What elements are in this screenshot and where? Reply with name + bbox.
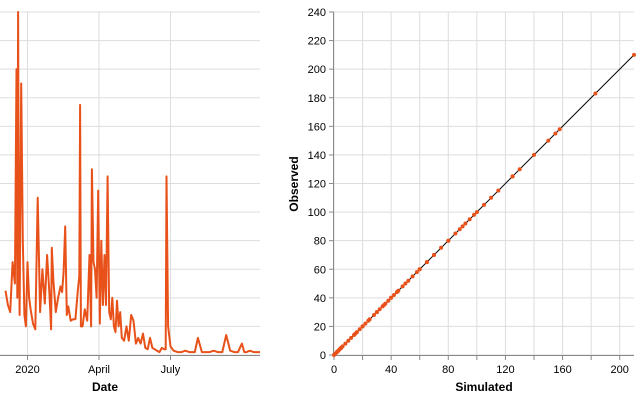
y-tick-label: 0 bbox=[320, 350, 326, 362]
data-point bbox=[396, 288, 401, 293]
data-point bbox=[372, 313, 376, 317]
data-point bbox=[414, 270, 419, 275]
scatter-chart: 0 20 40 60 80 100 120 140 160 180 200 220 240 0 40 80 12… bbox=[308, 7, 636, 376]
x-axis-title: Date bbox=[92, 380, 118, 394]
data-point bbox=[517, 167, 522, 172]
y-tick-label: 100 bbox=[308, 207, 326, 219]
data-point bbox=[374, 310, 379, 315]
x-tick-label: April bbox=[88, 364, 110, 376]
data-point bbox=[386, 298, 391, 303]
data-point bbox=[424, 260, 429, 265]
y-tick-label: 240 bbox=[308, 7, 326, 19]
data-point bbox=[457, 227, 462, 232]
data-point bbox=[360, 324, 365, 329]
data-point bbox=[472, 212, 476, 217]
data-point bbox=[349, 335, 354, 340]
data-point bbox=[593, 91, 598, 96]
data-point bbox=[439, 245, 444, 250]
y-tick-label: 40 bbox=[314, 293, 326, 305]
data-point bbox=[363, 321, 368, 326]
data-point bbox=[510, 174, 515, 179]
x-tick-label: 80 bbox=[442, 364, 454, 376]
data-point bbox=[417, 267, 422, 272]
data-point bbox=[532, 152, 536, 157]
y-tick-label: 180 bbox=[308, 93, 326, 105]
y-tick-label: 120 bbox=[308, 179, 326, 191]
data-point bbox=[460, 224, 465, 229]
y-tick-label: 20 bbox=[314, 321, 326, 333]
data-point bbox=[343, 341, 348, 346]
x-axis-title: Simulated bbox=[455, 380, 512, 394]
x-tick-label: 120 bbox=[496, 364, 514, 376]
y-axis-title: Observed bbox=[287, 156, 301, 211]
data-point bbox=[403, 281, 408, 286]
x-tick-label: 200 bbox=[611, 364, 629, 376]
data-point bbox=[377, 307, 382, 312]
x-tick-label: 160 bbox=[553, 364, 571, 376]
data-point bbox=[467, 217, 472, 222]
data-point bbox=[354, 330, 359, 335]
data-point bbox=[383, 301, 388, 306]
data-point bbox=[346, 338, 351, 343]
series-line bbox=[4, 11, 260, 354]
data-point bbox=[557, 127, 562, 132]
data-point bbox=[496, 188, 501, 193]
y-tick-label: 200 bbox=[308, 64, 326, 76]
data-point bbox=[632, 52, 636, 57]
x-tick-label: 2020 bbox=[15, 364, 39, 376]
data-point bbox=[400, 284, 405, 289]
data-point bbox=[453, 231, 458, 236]
data-point bbox=[392, 293, 396, 297]
x-tick-label: 40 bbox=[385, 364, 397, 376]
data-point bbox=[357, 327, 362, 332]
y-tick-label: 80 bbox=[314, 236, 326, 248]
y-tick-label: 60 bbox=[314, 264, 326, 276]
data-point bbox=[482, 202, 486, 207]
time-series-chart: 2020 April July bbox=[0, 11, 260, 376]
data-point bbox=[432, 253, 436, 257]
data-point bbox=[406, 278, 411, 283]
data-point bbox=[489, 195, 494, 200]
y-tick-label: 140 bbox=[308, 150, 326, 162]
x-tick-label: July bbox=[161, 364, 181, 376]
data-point bbox=[463, 221, 468, 226]
x-tick-label: 0 bbox=[331, 364, 337, 376]
data-point bbox=[410, 274, 415, 279]
data-point bbox=[340, 344, 345, 349]
y-tick-label: 160 bbox=[308, 121, 326, 133]
data-point bbox=[389, 295, 394, 300]
data-point bbox=[367, 317, 372, 322]
y-tick-label: 220 bbox=[308, 36, 326, 48]
data-point bbox=[546, 138, 551, 143]
data-point bbox=[474, 210, 479, 215]
data-point bbox=[446, 238, 451, 243]
data-point bbox=[553, 131, 558, 136]
